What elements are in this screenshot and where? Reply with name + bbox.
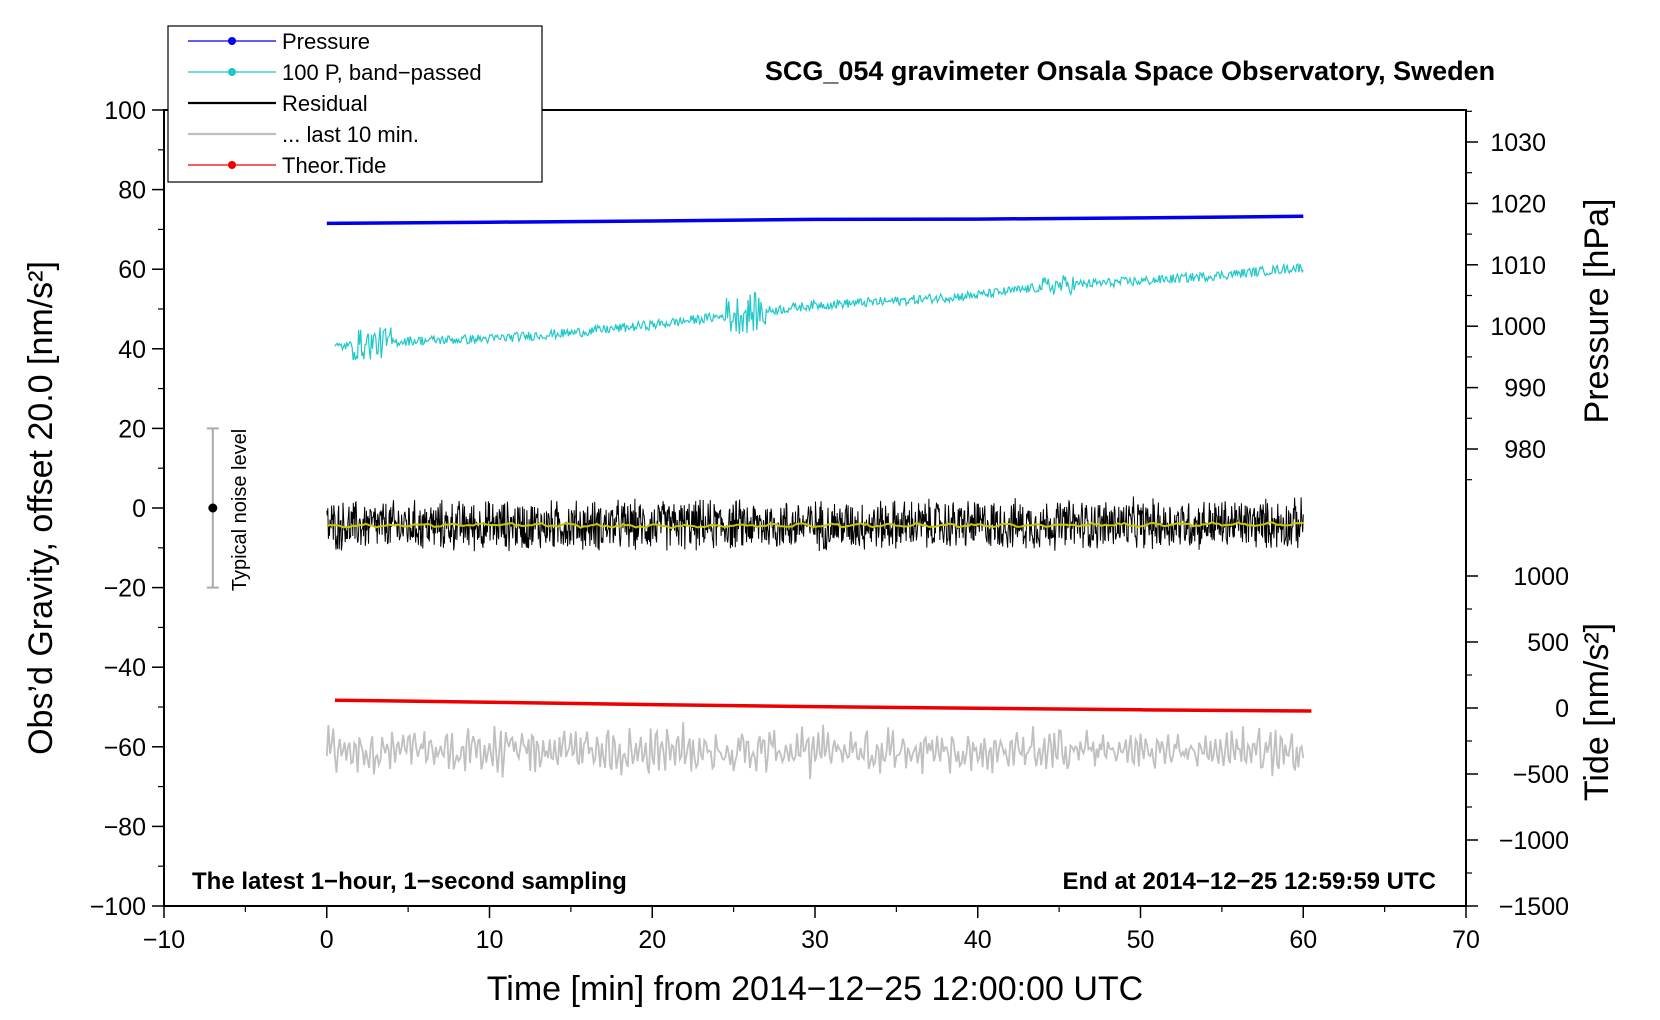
y-tick-label: 20 (118, 415, 146, 443)
pressure-tick-label: 990 (1504, 375, 1546, 403)
y-tick-label: −20 (104, 575, 146, 603)
y-tick-label: −40 (104, 654, 146, 682)
tide-tick-label: −500 (1513, 761, 1569, 789)
x-tick-label: 60 (1289, 926, 1317, 954)
legend-item: Theor.Tide (188, 153, 386, 178)
y-axis-tide-title: Tide [nm/s²] (1578, 623, 1616, 801)
pressure-tick-label: 1010 (1490, 252, 1546, 280)
x-tick-label: 70 (1452, 926, 1480, 954)
series-pressure (326, 214, 1304, 226)
legend-marker (228, 37, 236, 45)
series-theor-tide (334, 698, 1312, 713)
chart-title: SCG_054 gravimeter Onsala Space Observat… (765, 56, 1495, 86)
legend-marker (228, 68, 236, 76)
series-bandpassed (334, 262, 1304, 361)
annotation-end-time: End at 2014−12−25 12:59:59 UTC (1062, 868, 1436, 895)
legend-item: Residual (188, 91, 368, 116)
series-residual-smoothed (326, 520, 1304, 530)
y-tick-label: −80 (104, 813, 146, 841)
pressure-tick-label: 1000 (1490, 313, 1546, 341)
y-axis-left-title: Obs’d Gravity, offset 20.0 [nm/s²] (22, 261, 60, 755)
annotation-sampling: The latest 1−hour, 1−second sampling (192, 868, 627, 895)
y-axis-pressure-title: Pressure [hPa] (1578, 199, 1616, 424)
legend-label: Pressure (282, 29, 370, 54)
legend-item: ... last 10 min. (188, 122, 419, 147)
legend-label: Residual (282, 91, 368, 116)
legend-item: Pressure (188, 29, 370, 54)
x-tick-label: 40 (964, 926, 992, 954)
x-tick-label: 30 (801, 926, 829, 954)
pressure-tick-label: 980 (1504, 436, 1546, 464)
x-axis-ticks: −10 0 10 20 30 40 50 60 70 (143, 906, 1480, 954)
y-tick-label: −100 (90, 893, 146, 921)
tide-tick-label: −1000 (1499, 827, 1569, 855)
series-last-10-min (325, 722, 1305, 780)
x-axis-title: Time [min] from 2014−12−25 12:00:00 UTC (487, 970, 1143, 1008)
legend-item: 100 P, band−passed (188, 60, 482, 85)
y-tick-label: 60 (118, 256, 146, 284)
x-tick-label: 20 (638, 926, 666, 954)
noise-bar-center-dot (208, 503, 218, 513)
pressure-tick-label: 1030 (1490, 129, 1546, 157)
tide-tick-label: 500 (1527, 629, 1569, 657)
legend-label: 100 P, band−passed (282, 60, 482, 85)
legend: Pressure 100 P, band−passed Residual ... la… (167, 25, 543, 183)
legend-label: Theor.Tide (282, 153, 386, 178)
x-tick-label: 10 (476, 926, 504, 954)
tide-tick-label: 0 (1555, 695, 1569, 723)
y-axis-pressure-ticks: 980 990 1000 1010 1020 1030 (1466, 110, 1546, 481)
tide-tick-label: −1500 (1499, 893, 1569, 921)
y-tick-label: 80 (118, 177, 146, 205)
x-tick-label: 0 (320, 926, 334, 954)
y-tick-label: 40 (118, 336, 146, 364)
noise-label: Typical noise level (229, 429, 251, 591)
legend-label: ... last 10 min. (282, 122, 419, 147)
x-tick-label: −10 (143, 926, 185, 954)
noise-bar (206, 427, 219, 589)
tide-tick-label: 1000 (1513, 563, 1569, 591)
legend-marker (228, 161, 236, 169)
series-residual (326, 496, 1304, 552)
y-axis-tide-ticks: −1500 −1000 −500 0 500 1000 (1466, 563, 1569, 921)
y-axis-left-ticks: −100 −80 −60 −40 −20 0 20 40 60 80 100 (90, 97, 164, 921)
y-tick-label: −60 (104, 734, 146, 762)
x-tick-label: 50 (1127, 926, 1155, 954)
pressure-tick-label: 1020 (1490, 190, 1546, 218)
y-tick-label: 0 (132, 495, 146, 523)
y-tick-label: 100 (104, 97, 146, 125)
series-layer (325, 214, 1312, 780)
